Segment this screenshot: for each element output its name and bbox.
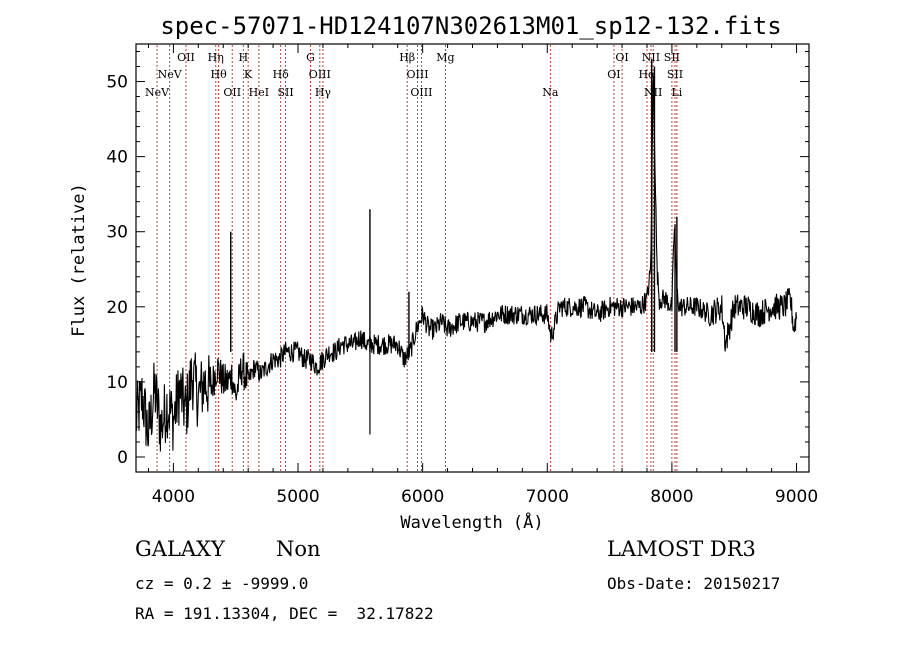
reference-line-label-19: OI xyxy=(607,68,620,81)
y-tick-label-0: 0 xyxy=(117,448,128,468)
reference-line-label-25: SII xyxy=(667,68,683,81)
object-subclass: Non xyxy=(276,537,321,561)
spectrum-line xyxy=(135,76,798,452)
x-tick-label-5: 9000 xyxy=(775,487,818,507)
reference-line-label-13: Hγ xyxy=(315,86,332,99)
reference-line-label-14: Hβ xyxy=(399,51,415,64)
reference-line-label-16: OIII xyxy=(410,86,432,99)
reference-line-label-9: Hδ xyxy=(273,68,290,81)
reference-line-label-12: OIII xyxy=(309,68,331,81)
x-axis-label: Wavelength (Å) xyxy=(400,511,543,533)
spectrum-chart: spec-57071-HD124107N302613M01_sp12-132.f… xyxy=(69,12,818,533)
axis-ticks: 4000 5000 6000 7000 8000 9000 0 10 20 30 40 50 xyxy=(106,44,818,507)
y-tick-label-3: 30 xyxy=(106,223,128,243)
survey-name: LAMOST DR3 xyxy=(607,537,756,561)
reference-line-label-2: OII xyxy=(177,51,195,64)
reference-line-label-20: OI xyxy=(615,51,628,64)
reference-line-label-15: OIII xyxy=(407,68,429,81)
reference-line-label-3: Hη xyxy=(208,51,224,64)
y-tick-label-5: 50 xyxy=(106,73,128,93)
x-tick-label-4: 8000 xyxy=(650,487,693,507)
x-tick-label-0: 4000 xyxy=(152,487,195,507)
reference-line-label-5: OII xyxy=(223,86,241,99)
reference-line-label-6: H xyxy=(239,51,249,64)
y-axis-label: Flux (relative) xyxy=(69,183,89,337)
reference-line-label-17: Mg xyxy=(436,51,454,64)
reference-line-label-4: Hθ xyxy=(211,68,228,81)
reference-line-label-11: G xyxy=(306,51,315,64)
reference-line-label-22: NII xyxy=(642,51,660,64)
redshift-line: cz = 0.2 ± -9999.0 xyxy=(135,574,309,593)
obs-date: Obs-Date: 20150217 xyxy=(607,574,781,593)
reference-line-label-26: Li xyxy=(671,86,682,99)
reference-line-label-18: Na xyxy=(542,86,559,99)
reference-line-label-1: NeV xyxy=(158,68,183,81)
reference-line-labels: NeV NeV OII Hη Hθ OII HK HeI Hδ SII G OIII Hγ Hβ OIII O… xyxy=(145,51,683,99)
coordinates: RA = 191.13304, DEC = 32.17822 xyxy=(135,604,434,623)
object-class: GALAXY xyxy=(135,537,225,561)
y-tick-label-2: 20 xyxy=(106,298,128,318)
reference-line-label-24: SII xyxy=(664,51,680,64)
emission-spikes xyxy=(230,59,678,435)
chart-title: spec-57071-HD124107N302613M01_sp12-132.f… xyxy=(160,12,781,40)
x-tick-label-1: 5000 xyxy=(276,487,319,507)
reference-lines xyxy=(156,45,678,471)
reference-line-label-7: K xyxy=(244,68,253,81)
reference-line-label-8: HeI xyxy=(249,86,269,99)
y-tick-label-1: 10 xyxy=(106,373,128,393)
plot-frame xyxy=(135,43,810,473)
reference-line-label-10: SII xyxy=(277,86,293,99)
x-tick-label-3: 7000 xyxy=(526,487,569,507)
reference-line-label-0: NeV xyxy=(145,86,170,99)
x-tick-label-2: 6000 xyxy=(401,487,444,507)
y-tick-label-4: 40 xyxy=(106,148,128,168)
